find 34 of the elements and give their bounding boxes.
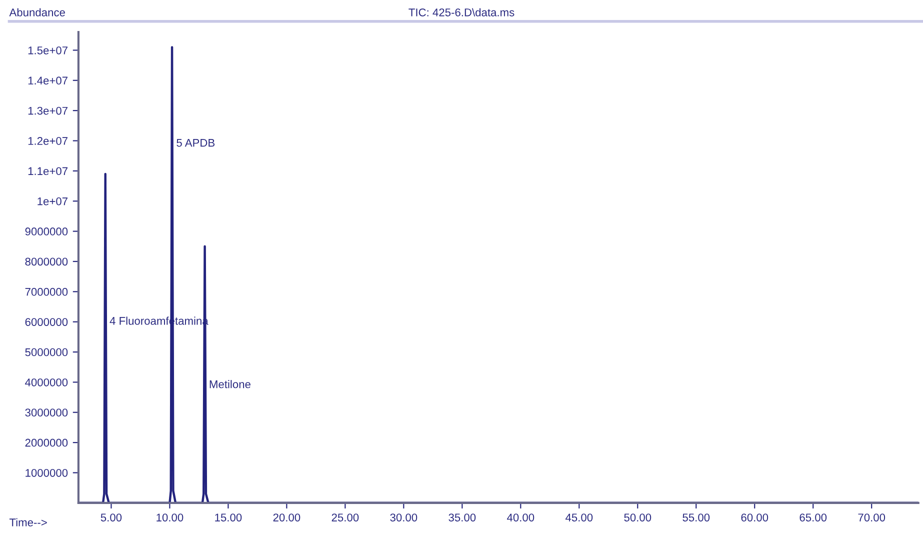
x-tick-label: 35.00 [448, 514, 476, 522]
x-tick-label: 15.00 [215, 514, 242, 522]
x-tick-label: 30.00 [390, 514, 418, 522]
y-tick-label: 1.3e+07 [28, 106, 68, 115]
y-tick-label: 1.4e+07 [28, 76, 68, 85]
x-tick-label: 65.00 [800, 514, 827, 522]
annotation: Metilone [210, 380, 250, 388]
x-tick-label: 50.00 [624, 514, 652, 522]
annotation: 5 APDB [176, 138, 215, 147]
y-tick-label: 1.5e+07 [28, 46, 68, 54]
y-tick-label: 6000000 [25, 318, 68, 326]
y-tick-label: 5000000 [25, 348, 68, 356]
chart-title: TIC: 425-6.D\data.ms [408, 8, 514, 16]
y-tick-label: 4000000 [25, 378, 68, 386]
x-tick-label: 55.00 [682, 514, 710, 522]
y-tick-label: 2000000 [25, 438, 68, 447]
x-tick-label: 25.00 [332, 514, 359, 522]
y-tick-label: 1000000 [26, 468, 68, 477]
y-tick-label: 1.2e+07 [28, 137, 68, 145]
x-tick-label: 60.00 [741, 514, 768, 522]
y-tick-label: 8000000 [25, 258, 68, 266]
y-tick-label: 7000000 [25, 288, 68, 296]
y-tick-label: 3000000 [25, 408, 68, 416]
x-tick-label: 20.00 [273, 514, 300, 522]
y-axis-title: Abundance [9, 8, 65, 16]
x-tick-label: 5.00 [100, 514, 122, 522]
y-tick-label: 1.1e+07 [28, 167, 68, 176]
x-tick-label: 10.00 [156, 514, 184, 522]
x-tick-label: 45.00 [565, 514, 593, 522]
x-tick-label: 70.00 [858, 514, 886, 522]
x-axis-title: Time--> [9, 518, 47, 526]
x-tick-label: 40.00 [507, 514, 534, 522]
y-tick-label: 9000000 [25, 228, 68, 236]
y-tick-label: 1e+07 [38, 197, 68, 206]
